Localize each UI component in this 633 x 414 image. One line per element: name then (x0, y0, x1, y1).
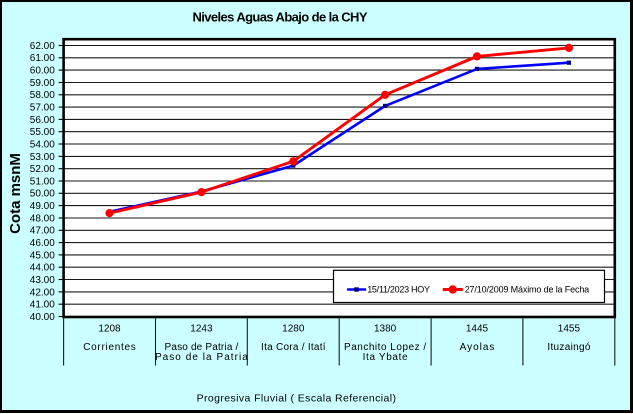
svg-text:1455: 1455 (558, 324, 581, 335)
svg-text:60.00: 60.00 (30, 66, 55, 77)
svg-text:Niveles Aguas Abajo de la CHY: Niveles Aguas Abajo de la CHY (193, 9, 368, 24)
svg-text:Panchito Lopez /: Panchito Lopez / (344, 342, 426, 353)
svg-text:27/10/2009 Máximo de la Fecha: 27/10/2009 Máximo de la Fecha (465, 285, 590, 295)
svg-text:40.00: 40.00 (30, 312, 55, 323)
svg-text:52.00: 52.00 (30, 164, 55, 175)
svg-text:Cota msnM: Cota msnM (7, 153, 24, 234)
svg-text:58.00: 58.00 (30, 90, 55, 101)
svg-text:50.00: 50.00 (30, 189, 55, 200)
svg-text:Ita Ybate: Ita Ybate (363, 352, 408, 363)
svg-text:53.00: 53.00 (30, 152, 55, 163)
svg-text:49.00: 49.00 (30, 201, 55, 212)
svg-text:1208: 1208 (98, 324, 121, 335)
svg-text:42.00: 42.00 (30, 287, 55, 298)
svg-text:1280: 1280 (282, 324, 305, 335)
svg-text:Ituzaingó: Ituzaingó (547, 342, 590, 353)
svg-text:57.00: 57.00 (30, 103, 55, 114)
svg-text:1380: 1380 (374, 324, 397, 335)
svg-text:44.00: 44.00 (30, 263, 55, 274)
svg-text:15/11/2023 HOY: 15/11/2023 HOY (367, 285, 430, 295)
svg-text:45.00: 45.00 (30, 250, 55, 261)
svg-text:Ita Cora / Itatí: Ita Cora / Itatí (261, 342, 326, 353)
svg-text:Progresiva Fluvial ( Escala Re: Progresiva Fluvial ( Escala Referencial) (197, 392, 396, 404)
svg-text:54.00: 54.00 (30, 139, 55, 150)
svg-text:1243: 1243 (190, 324, 213, 335)
svg-text:41.00: 41.00 (30, 300, 55, 311)
svg-text:43.00: 43.00 (30, 275, 55, 286)
svg-text:47.00: 47.00 (30, 226, 55, 237)
svg-text:59.00: 59.00 (30, 78, 55, 89)
svg-text:55.00: 55.00 (30, 127, 55, 138)
svg-text:Ayolas: Ayolas (460, 342, 495, 353)
svg-text:Corrientes: Corrientes (83, 342, 136, 353)
svg-text:56.00: 56.00 (30, 115, 55, 126)
svg-text:1445: 1445 (466, 324, 489, 335)
svg-text:46.00: 46.00 (30, 238, 55, 249)
svg-text:61.00: 61.00 (30, 53, 55, 64)
svg-text:48.00: 48.00 (30, 213, 55, 224)
svg-text:Paso de la Patria: Paso de la Patria (155, 352, 248, 363)
svg-text:62.00: 62.00 (30, 41, 55, 52)
svg-text:51.00: 51.00 (30, 176, 55, 187)
svg-text:Paso de Patria /: Paso de Patria / (164, 342, 238, 353)
